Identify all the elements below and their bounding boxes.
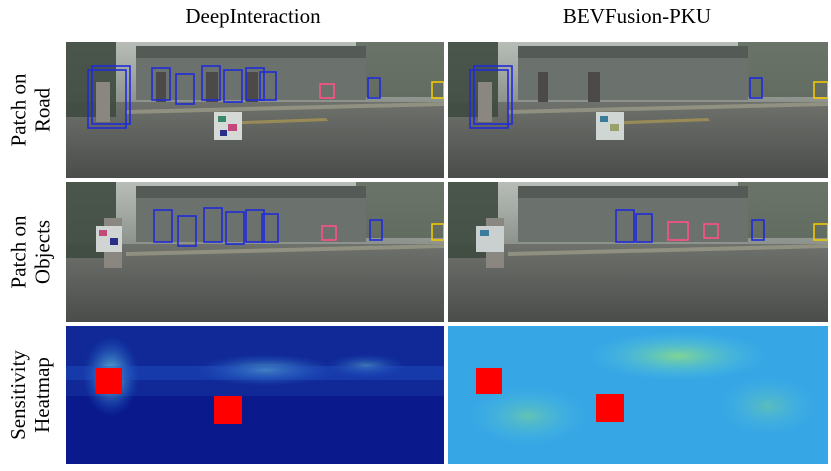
- scene-object-patch-bevfusion: [448, 182, 828, 322]
- patch-marker: [96, 368, 122, 394]
- row-label-line2: Road: [30, 87, 54, 133]
- column-title-deepinteraction: DeepInteraction: [185, 4, 321, 28]
- patch-marker: [596, 394, 624, 422]
- row-label-patch-on-road: Patch on Road: [0, 42, 60, 178]
- row-label-patch-on-objects: Patch on Objects: [0, 182, 60, 322]
- column-title-bevfusion-pku: BEVFusion-PKU: [562, 4, 712, 28]
- patch-marker: [476, 368, 502, 394]
- scene-object-patch-deepinteraction: [66, 182, 444, 322]
- scene-road-patch-deepinteraction: [66, 42, 444, 178]
- scene-road-patch-bevfusion: [448, 42, 828, 178]
- heatmap-deepinteraction: [66, 326, 444, 464]
- row-label-line1: Patch on: [6, 73, 30, 147]
- row-label-line1: Patch on: [6, 215, 30, 289]
- patch-marker: [214, 396, 242, 424]
- row-label-line2: Heatmap: [30, 357, 55, 433]
- heatmap-bevfusion: [448, 326, 828, 464]
- row-label-sensitivity-heatmap: Sensitivity Heatmap: [0, 326, 60, 464]
- row-label-line1: Sensitivity: [6, 350, 31, 440]
- row-label-line2: Objects: [30, 219, 54, 285]
